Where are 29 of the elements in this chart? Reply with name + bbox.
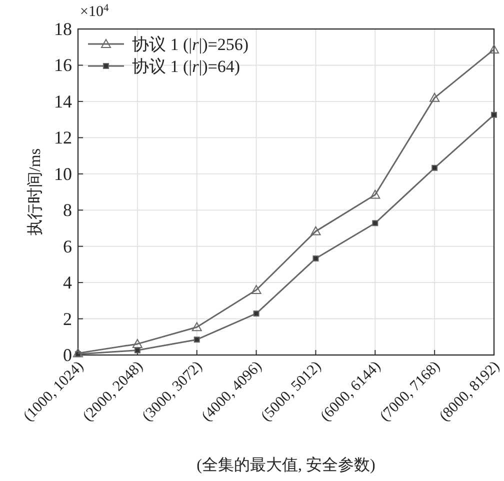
- y-tick-label: 2: [63, 308, 72, 329]
- x-axis-title: (全集的最大值, 安全参数): [196, 456, 376, 474]
- y-tick-label: 8: [63, 200, 72, 220]
- point: [432, 164, 438, 171]
- point: [489, 44, 499, 54]
- point: [491, 112, 497, 118]
- point: [73, 348, 83, 358]
- y-tick-label: 0: [63, 345, 72, 365]
- y-tick-label: 18: [54, 19, 72, 39]
- point: [372, 220, 378, 226]
- point: [370, 190, 380, 199]
- y-tick-label: 6: [63, 236, 72, 256]
- point: [310, 226, 321, 236]
- y-tick-label: 4: [63, 272, 72, 293]
- point: [251, 284, 262, 294]
- text: ×10$^{4}$: [80, 2, 110, 20]
- y-tick-label: 16: [54, 55, 72, 76]
- legend-label: 协议 1 (|r|)=64): [132, 57, 240, 76]
- point: [194, 336, 200, 343]
- legend-label: 协议 1 (|r|)=256): [132, 35, 249, 54]
- y-axis-title: 执行时间/ms: [26, 148, 44, 236]
- y-tick-label: 12: [54, 128, 72, 148]
- y-tick-label: 10: [54, 164, 72, 184]
- point: [430, 92, 440, 102]
- y-tick-label: 14: [54, 91, 72, 112]
- point: [192, 322, 202, 332]
- point: [312, 255, 319, 262]
- point: [253, 310, 260, 317]
- point: [132, 338, 142, 348]
